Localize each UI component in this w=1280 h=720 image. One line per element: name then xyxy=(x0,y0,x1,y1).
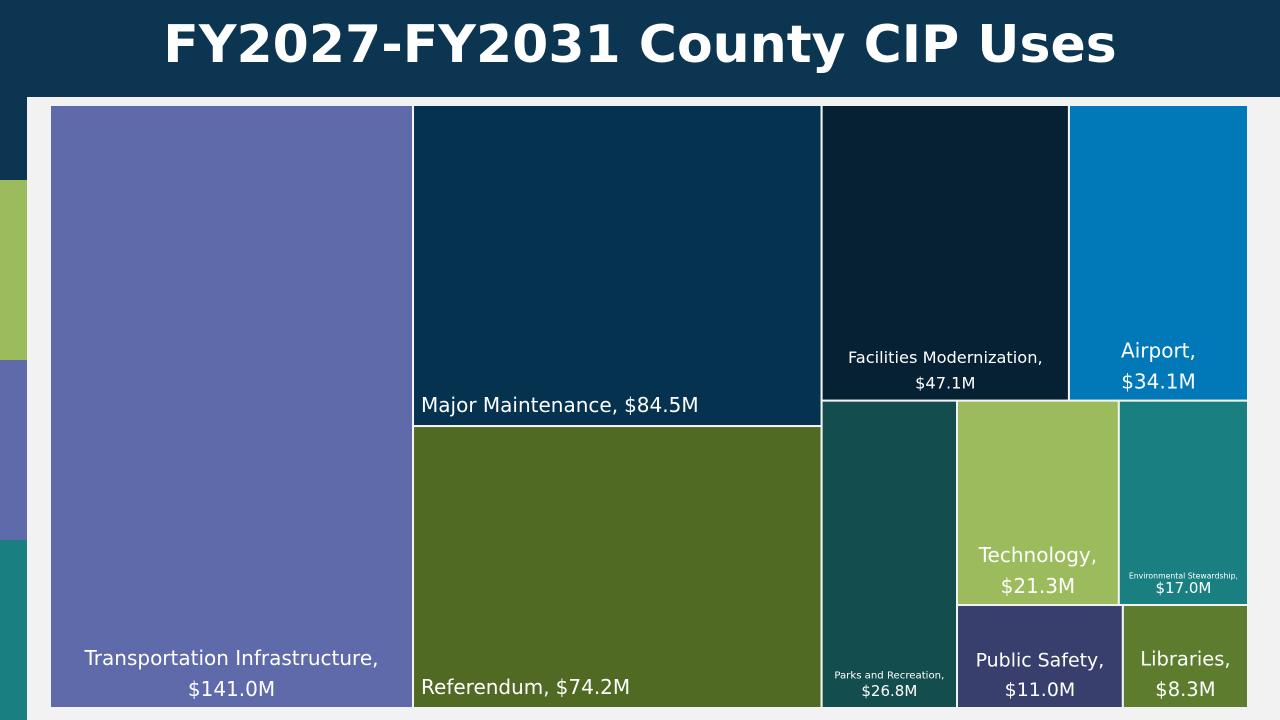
category-label: Environmental Stewardship, xyxy=(1129,572,1238,581)
value-label: $34.1M xyxy=(1121,370,1196,394)
side-stripe xyxy=(0,540,27,720)
side-stripe xyxy=(0,180,27,360)
value-label: $11.0M xyxy=(1005,679,1076,701)
treemap-tile xyxy=(412,104,823,428)
side-stripe xyxy=(0,360,27,540)
tile-label: Referendum, $74.2M xyxy=(421,675,630,699)
value-label: $17.0M xyxy=(1155,579,1211,597)
category-label: Libraries, xyxy=(1140,648,1230,671)
category-label: Referendum, xyxy=(421,675,550,699)
category-label: Public Safety, xyxy=(976,649,1105,671)
value-label: $8.3M xyxy=(1155,678,1215,701)
treemap-tile xyxy=(412,425,823,709)
value-label: $47.1M xyxy=(915,374,975,393)
category-label: Parks and Recreation, xyxy=(834,670,944,681)
category-label: Facilities Modernization, xyxy=(848,348,1043,367)
treemap-tile xyxy=(1067,104,1249,402)
category-label: Airport, xyxy=(1121,339,1196,363)
category-label: Major Maintenance, xyxy=(421,393,618,417)
title-bar xyxy=(0,0,1280,97)
value-label: $26.8M xyxy=(861,682,917,700)
treemap-tile xyxy=(956,604,1124,709)
category-label: Transportation Infrastructure, xyxy=(84,646,379,670)
treemap-tile xyxy=(820,399,959,709)
tile-label: Major Maintenance, $84.5M xyxy=(421,393,699,417)
value-label: $21.3M xyxy=(1001,574,1076,598)
chart-title: FY2027-FY2031 County CIP Uses xyxy=(163,15,1116,75)
treemap-tile xyxy=(49,104,415,709)
value-label: $141.0M xyxy=(188,677,275,701)
treemap-tile xyxy=(1121,604,1250,709)
value-label: $84.5M xyxy=(624,393,699,417)
value-label: $74.2M xyxy=(556,675,631,699)
category-label: Technology, xyxy=(978,543,1097,567)
treemap-tile xyxy=(1117,399,1250,607)
